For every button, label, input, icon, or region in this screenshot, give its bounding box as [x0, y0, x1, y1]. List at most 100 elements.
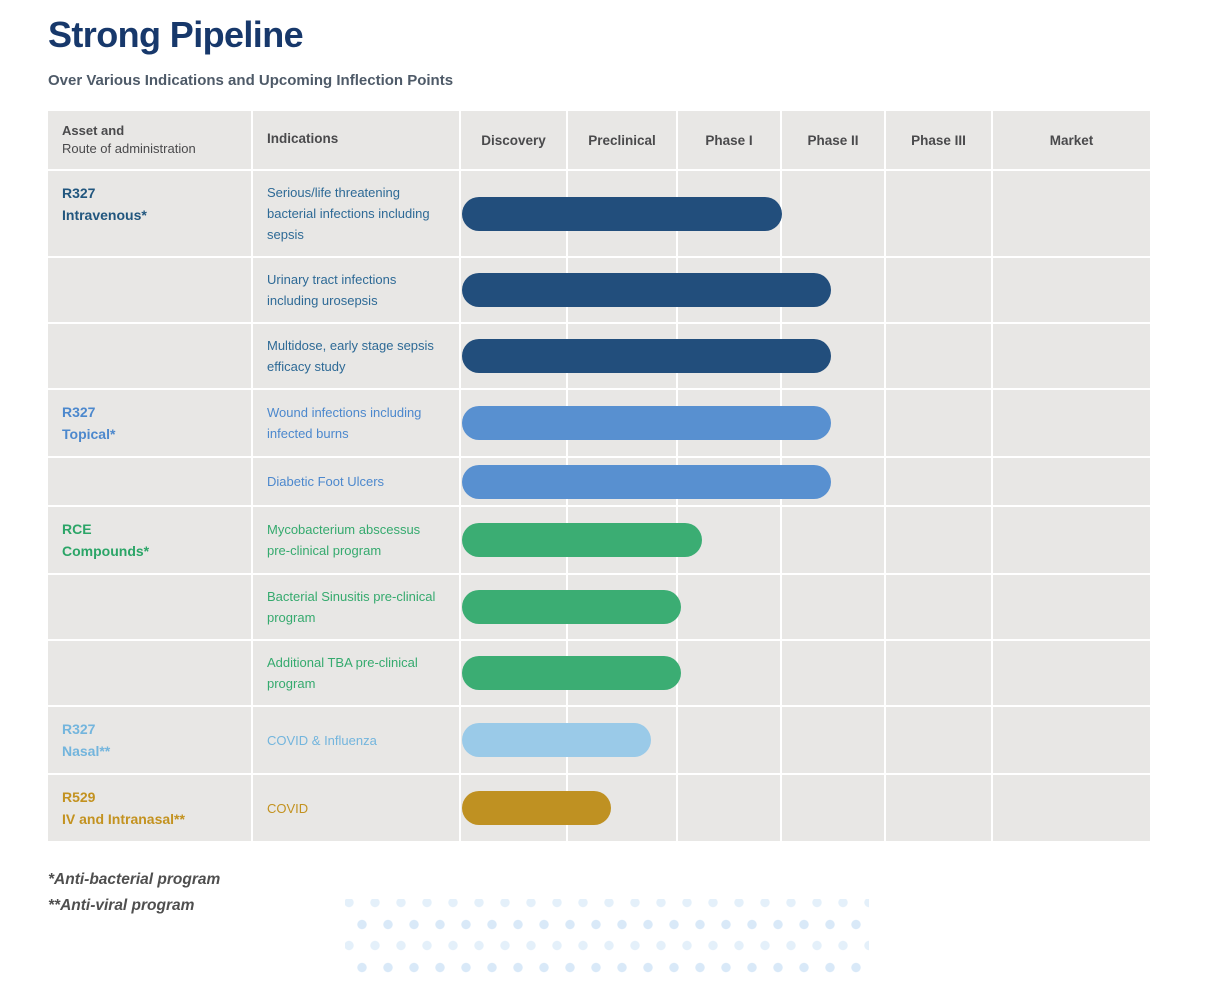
asset-cell — [48, 258, 251, 322]
phase-cell-phase2 — [782, 641, 884, 705]
pipeline-row: RCE Compounds* Mycobacterium abscessus p… — [48, 507, 1150, 573]
phase-cell-market — [993, 390, 1150, 456]
decorative-dot-pattern — [345, 899, 869, 981]
header-phase-2: Phase II — [782, 111, 884, 169]
phase-cell-market — [993, 775, 1150, 841]
pipeline-table: Asset and Route of administration Indica… — [48, 111, 1150, 841]
pipeline-bar — [462, 464, 831, 499]
asset-route: Nasal** — [62, 743, 111, 759]
asset-name: R327 — [62, 185, 96, 201]
indication-text: Urinary tract infections including urose… — [267, 272, 397, 308]
indication-cell: COVID & Influenza — [253, 707, 459, 773]
asset-cell — [48, 575, 251, 639]
phase-cell-phase2 — [782, 707, 884, 773]
table-header-row: Asset and Route of administration Indica… — [48, 111, 1150, 169]
phase-cell-phase3 — [886, 458, 991, 505]
phase-cell-phase3 — [886, 575, 991, 639]
page-title: Strong Pipeline — [48, 14, 304, 55]
pipeline-row: R327 Intravenous* Serious/life threateni… — [48, 171, 1150, 256]
phase-cell-phase1 — [678, 707, 780, 773]
footnote-antiviral: **Anti-viral program — [48, 897, 195, 914]
indication-text: COVID & Influenza — [267, 732, 377, 748]
indication-text: Bacterial Sinusitis pre-clinical program — [267, 589, 436, 625]
indication-cell: Additional TBA pre-clinical program — [253, 641, 459, 705]
pipeline-row: Bacterial Sinusitis pre-clinical program — [48, 575, 1150, 639]
phase-cell-market — [993, 458, 1150, 505]
header-phase-discovery: Discovery — [461, 111, 566, 169]
pipeline-bar — [462, 656, 681, 690]
pipeline-row: R529 IV and Intranasal** COVID — [48, 775, 1150, 841]
indication-text: COVID — [267, 800, 309, 816]
pipeline-bar — [462, 523, 702, 557]
indication-cell: Bacterial Sinusitis pre-clinical program — [253, 575, 459, 639]
pipeline-bar — [462, 339, 831, 373]
header-phase-market: Market — [993, 111, 1150, 169]
phase-cell-market — [993, 641, 1150, 705]
indication-cell: Diabetic Foot Ulcers — [253, 458, 459, 505]
asset-name: R327 — [62, 404, 96, 420]
phase-cell-phase1 — [678, 641, 780, 705]
phase-cell-phase2 — [782, 171, 884, 256]
phase-cell-phase3 — [886, 390, 991, 456]
pipeline-bar — [462, 273, 831, 307]
phase-cell-market — [993, 258, 1150, 322]
phase-cell-phase1 — [678, 775, 780, 841]
indication-text: Additional TBA pre-clinical program — [267, 655, 418, 691]
phase-cell-market — [993, 324, 1150, 388]
phase-cell-phase3 — [886, 775, 991, 841]
asset-cell — [48, 324, 251, 388]
phase-cell-phase3 — [886, 258, 991, 322]
phase-cell-market — [993, 171, 1150, 256]
header-phase-3: Phase III — [886, 111, 991, 169]
asset-cell: RCE Compounds* — [48, 507, 251, 573]
header-phase-preclinical: Preclinical — [568, 111, 676, 169]
phase-cell-phase3 — [886, 641, 991, 705]
phase-cell-phase3 — [886, 324, 991, 388]
page-subtitle: Over Various Indications and Upcoming In… — [48, 72, 454, 89]
asset-cell — [48, 458, 251, 505]
indication-text: Multidose, early stage sepsis efficacy s… — [267, 338, 434, 374]
indication-text: Mycobacterium abscessus pre-clinical pro… — [267, 522, 421, 558]
asset-cell — [48, 641, 251, 705]
asset-cell: R327 Nasal** — [48, 707, 251, 773]
phase-cell-phase3 — [886, 171, 991, 256]
pipeline-bar — [462, 406, 831, 440]
phase-cell-phase1 — [678, 575, 780, 639]
footnote-antibacterial: *Anti-bacterial program — [48, 871, 221, 888]
asset-route: Topical* — [62, 426, 116, 442]
phase-cell-market — [993, 575, 1150, 639]
asset-name: R529 — [62, 789, 96, 805]
phase-cell-phase2 — [782, 507, 884, 573]
header-asset-line1: Asset and — [62, 123, 125, 138]
indication-text: Wound infections including infected burn… — [267, 405, 422, 441]
pipeline-row: Urinary tract infections including urose… — [48, 258, 1150, 322]
pipeline-row: R327 Nasal** COVID & Influenza — [48, 707, 1150, 773]
pipeline-row: R327 Topical* Wound infections including… — [48, 390, 1150, 456]
indication-cell: Serious/life threatening bacterial infec… — [253, 171, 459, 256]
indication-text: Diabetic Foot Ulcers — [267, 474, 385, 489]
pipeline-bar — [462, 590, 681, 624]
pipeline-bar — [462, 723, 651, 757]
asset-cell: R327 Topical* — [48, 390, 251, 456]
indication-cell: Wound infections including infected burn… — [253, 390, 459, 456]
asset-route: Intravenous* — [62, 207, 147, 223]
asset-cell: R529 IV and Intranasal** — [48, 775, 251, 841]
phase-cell-phase2 — [782, 775, 884, 841]
asset-route: IV and Intranasal** — [62, 811, 185, 827]
pipeline-row: Diabetic Foot Ulcers — [48, 458, 1150, 505]
header-phase-1: Phase I — [678, 111, 780, 169]
pipeline-row: Multidose, early stage sepsis efficacy s… — [48, 324, 1150, 388]
indication-cell: Multidose, early stage sepsis efficacy s… — [253, 324, 459, 388]
indication-cell: Urinary tract infections including urose… — [253, 258, 459, 322]
table-body: R327 Intravenous* Serious/life threateni… — [48, 171, 1150, 841]
phase-cell-phase3 — [886, 507, 991, 573]
indication-cell: COVID — [253, 775, 459, 841]
phase-cell-phase2 — [782, 575, 884, 639]
asset-name: R327 — [62, 721, 96, 737]
footnotes: *Anti-bacterial program **Anti-viral pro… — [48, 867, 1148, 919]
phase-cell-market — [993, 707, 1150, 773]
pipeline-bar — [462, 791, 611, 825]
indication-cell: Mycobacterium abscessus pre-clinical pro… — [253, 507, 459, 573]
asset-route: Compounds* — [62, 543, 150, 559]
asset-name: RCE — [62, 521, 92, 537]
